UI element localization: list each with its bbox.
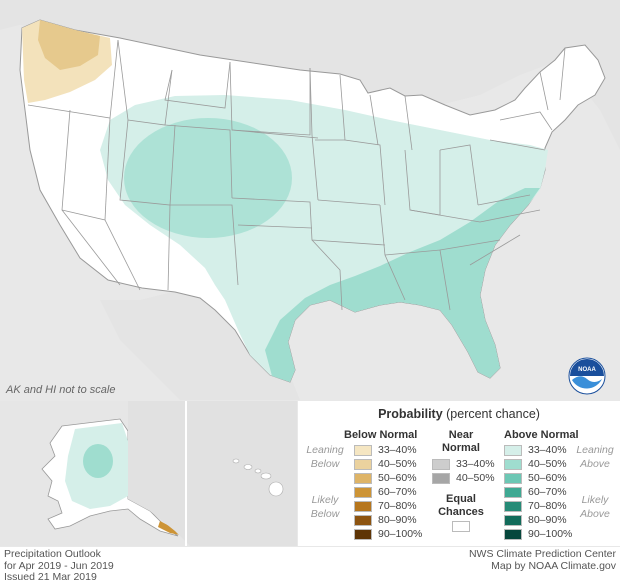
footer: Precipitation Outlook for Apr 2019 - Jun… (0, 547, 620, 585)
above-normal-40-50-southeast (265, 188, 540, 382)
below-normal-label: 50–60% (378, 472, 417, 484)
above-normal-label: 40–50% (528, 458, 567, 470)
legend-title-bold: Probability (378, 407, 443, 421)
above-normal-swatch (504, 515, 522, 526)
credit-map: Map by NOAA Climate.gov (491, 559, 616, 572)
above-normal-swatch (504, 487, 522, 498)
near-normal-swatch (432, 459, 450, 470)
below-normal-swatch (354, 473, 372, 484)
near-normal-swatch (432, 473, 450, 484)
above-normal-label: 90–100% (528, 528, 573, 540)
probability-legend: Probability (percent chance) Below Norma… (298, 401, 620, 546)
below-normal-swatch (354, 487, 372, 498)
ak-hi-inset (0, 401, 297, 546)
conus-map (19, 19, 606, 400)
scale-note: AK and HI not to scale (6, 384, 116, 396)
canada-inset (128, 401, 297, 546)
credit-cpc: NWS Climate Prediction Center (468, 548, 616, 560)
hawaii-islands (232, 458, 284, 497)
svg-text:NOAA: NOAA (578, 367, 596, 373)
outlook-issued: Issued 21 Mar 2019 (4, 571, 97, 583)
leaning-below-label: Leaning Below (306, 444, 344, 470)
likely-above-label: Likely Above (580, 494, 610, 520)
noaa-logo: NOAA (568, 357, 606, 395)
above-normal-swatch (504, 529, 522, 540)
near-normal-label: 40–50% (456, 472, 495, 484)
above-normal-swatch (504, 473, 522, 484)
near-normal-heading: Near Normal (442, 429, 480, 454)
above-normal-label: 80–90% (528, 514, 567, 526)
above-normal-label: 33–40% (528, 444, 567, 456)
outlook-title: Precipitation Outlook (4, 548, 101, 560)
above-normal-40-50-rockies (124, 118, 292, 238)
legend-title: Probability (percent chance) (298, 407, 620, 421)
ak-hi-inset-map (41, 401, 297, 546)
outlook-period: for Apr 2019 - Jun 2019 (4, 559, 114, 572)
above-normal-label: 70–80% (528, 500, 567, 512)
equal-chances-swatch (452, 521, 470, 532)
outlook-info: Precipitation Outlook for Apr 2019 - Jun… (4, 548, 114, 584)
mexico-land (100, 290, 300, 400)
credits: NWS Climate Prediction Center Map by NOA… (468, 548, 616, 572)
above-normal-label: 60–70% (528, 486, 567, 498)
alaska-below-normal (158, 521, 180, 535)
above-normal-heading: Above Normal (504, 429, 579, 441)
leaning-above-label: Leaning Above (576, 444, 614, 470)
alaska-above-40-50 (83, 444, 113, 478)
below-normal-heading: Below Normal (344, 429, 418, 441)
above-normal-swatch (504, 445, 522, 456)
above-normal-swatch (504, 459, 522, 470)
above-normal-label: 50–60% (528, 472, 567, 484)
equal-chances-heading: Equal Chances (438, 493, 484, 518)
below-normal-label: 40–50% (378, 458, 417, 470)
below-normal-label: 70–80% (378, 500, 417, 512)
likely-below-label: Likely Below (310, 494, 340, 520)
below-normal-swatch (354, 501, 372, 512)
below-normal-swatch (354, 529, 372, 540)
below-normal-label: 60–70% (378, 486, 417, 498)
state-borders (27, 39, 566, 311)
below-normal-label: 33–40% (378, 444, 417, 456)
above-normal-swatch (504, 501, 522, 512)
below-normal-swatch (354, 459, 372, 470)
legend-title-rest: (percent chance) (442, 407, 540, 421)
below-normal-swatch (354, 445, 372, 456)
near-normal-label: 33–40% (456, 458, 495, 470)
below-normal-swatch (354, 515, 372, 526)
below-normal-40-50-region (38, 20, 100, 70)
below-normal-label: 80–90% (378, 514, 417, 526)
below-normal-label: 90–100% (378, 528, 423, 540)
